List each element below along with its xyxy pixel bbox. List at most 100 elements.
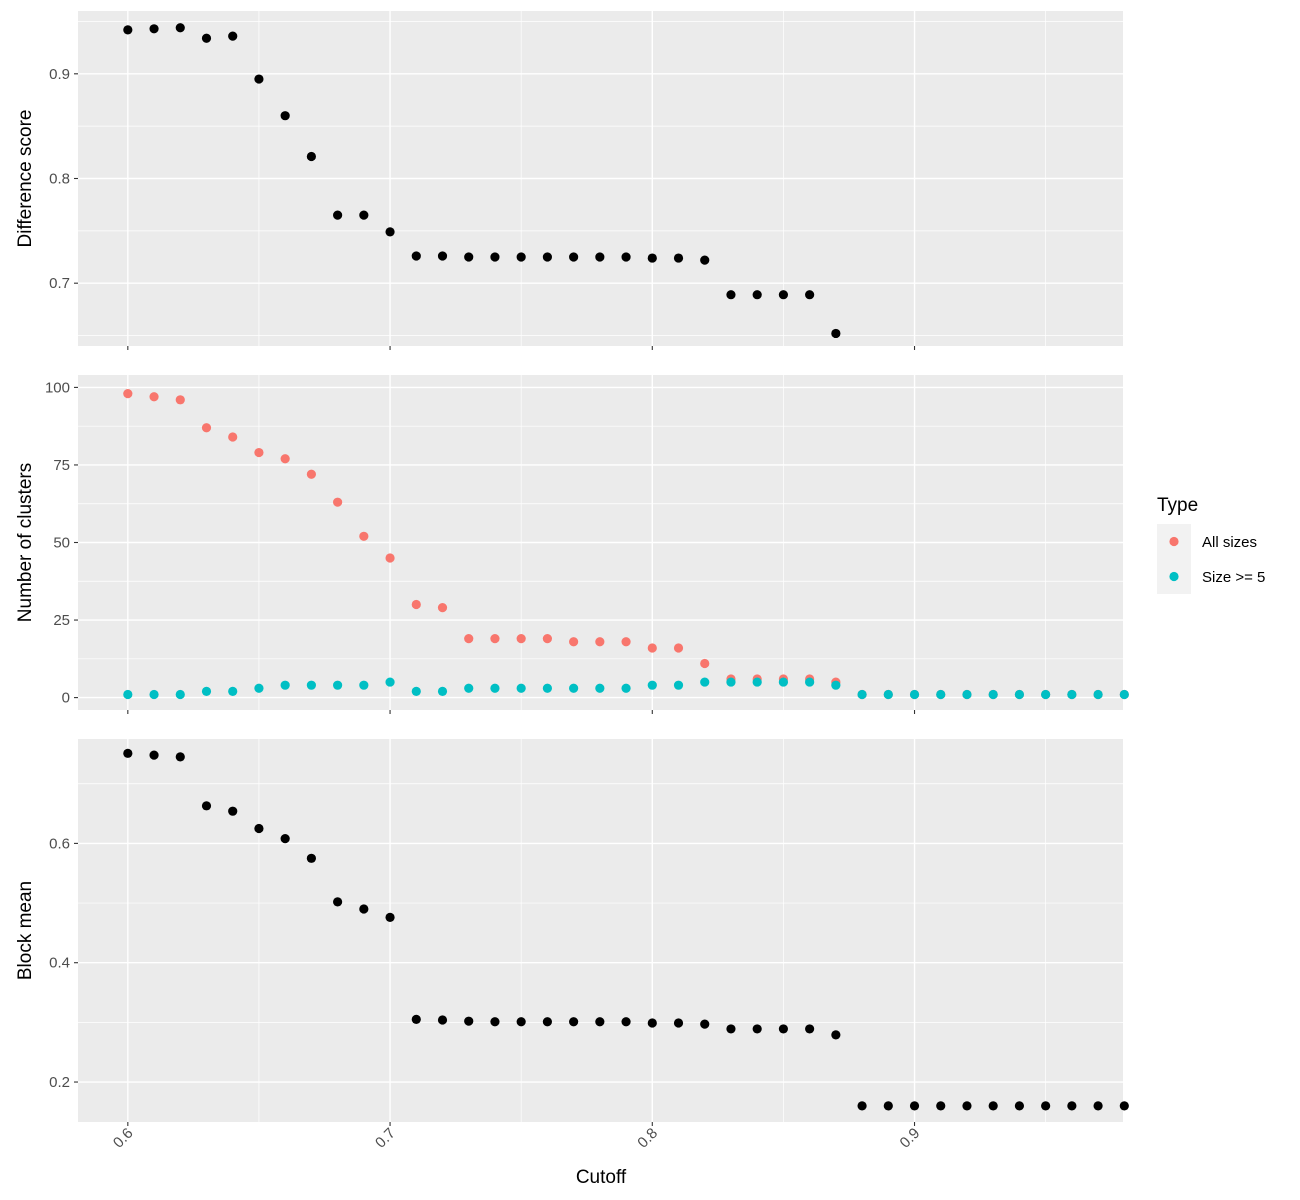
data-point (228, 432, 238, 442)
data-point (306, 680, 316, 690)
data-point (1067, 1101, 1077, 1111)
data-point (621, 252, 631, 262)
data-point (962, 689, 972, 700)
data-point (726, 677, 736, 687)
data-point (778, 677, 789, 687)
data-point (595, 1017, 605, 1027)
data-point (988, 689, 998, 700)
data-point (464, 1016, 474, 1026)
data-point (490, 252, 500, 262)
data-point (778, 290, 789, 300)
data-point (280, 680, 290, 690)
data-point (149, 689, 159, 700)
data-point (437, 603, 448, 613)
data-point (857, 689, 867, 700)
x-axis-title: Cutoff (576, 1167, 627, 1188)
y-axis-title: Block mean (15, 881, 36, 980)
data-point (359, 531, 369, 541)
data-point (516, 683, 526, 693)
data-point (673, 1018, 684, 1028)
y-tick-label: 0.9 (49, 66, 70, 83)
data-point (228, 31, 238, 41)
data-point (411, 251, 421, 261)
data-point (490, 634, 500, 644)
data-point (805, 1024, 815, 1034)
y-tick-label: 0.4 (49, 955, 70, 972)
data-point (700, 658, 710, 669)
data-point (385, 227, 395, 237)
data-point (175, 395, 185, 405)
data-point (464, 634, 474, 644)
y-tick-label: 0.7 (49, 275, 70, 292)
x-tick-label: 0.8 (634, 1125, 661, 1152)
data-point (359, 210, 369, 220)
data-point (647, 253, 657, 263)
data-point (700, 677, 710, 687)
data-point (359, 680, 369, 690)
data-point (385, 677, 395, 687)
data-point (1067, 689, 1077, 700)
data-point (936, 689, 946, 700)
y-tick-label: 0.2 (49, 1074, 70, 1091)
data-point (1041, 689, 1051, 700)
data-point (437, 686, 448, 696)
data-point (673, 643, 684, 653)
data-point (254, 823, 264, 834)
y-tick-label: 100 (45, 379, 70, 396)
y-tick-label: 0 (62, 690, 70, 707)
data-point (621, 683, 631, 693)
data-point (1119, 689, 1129, 700)
x-tick-labels: 0.6 0.7 0.8 0.9 (110, 1125, 923, 1152)
y-tick-label: 25 (53, 612, 70, 629)
data-point (201, 686, 212, 696)
data-point (359, 904, 369, 914)
data-point (516, 1017, 526, 1027)
data-point (411, 1014, 421, 1024)
legend-item: All sizes (1157, 524, 1257, 559)
data-point (254, 74, 264, 84)
data-point (647, 680, 657, 690)
data-point (1093, 689, 1103, 700)
data-point (883, 1101, 893, 1111)
data-point (1119, 1101, 1129, 1111)
data-point (647, 643, 657, 653)
panel-3: 0.2 0.4 0.6 Block mean (15, 739, 1129, 1126)
data-point (149, 392, 159, 402)
data-point (201, 33, 212, 43)
panel-2: 0 25 50 75 100 Number of clusters (15, 375, 1129, 714)
data-point (149, 750, 159, 760)
data-point (542, 683, 552, 693)
series-2 (123, 677, 1129, 700)
data-point (411, 599, 421, 610)
data-point (700, 1019, 710, 1029)
data-point (621, 637, 631, 647)
data-point (542, 252, 552, 262)
data-point (516, 634, 526, 644)
data-point (333, 210, 343, 220)
data-point (254, 683, 264, 693)
data-point (909, 1101, 920, 1111)
data-point (306, 469, 316, 479)
data-point (1014, 1101, 1025, 1111)
data-point (385, 553, 395, 563)
data-point (1093, 1101, 1103, 1111)
y-axis-title: Difference score (15, 110, 36, 248)
data-point (595, 683, 605, 693)
data-point (149, 24, 159, 34)
data-point (831, 328, 841, 339)
data-point (490, 683, 500, 693)
data-point (175, 23, 185, 33)
data-point (883, 689, 893, 700)
series-1 (123, 23, 841, 339)
data-point (123, 25, 133, 35)
data-point (385, 912, 395, 922)
data-point (673, 680, 684, 690)
legend-swatch (1169, 571, 1179, 582)
data-point (175, 752, 185, 762)
y-tick-label: 50 (53, 535, 70, 552)
data-point (778, 1024, 789, 1034)
data-point (228, 686, 238, 696)
data-point (123, 389, 133, 399)
data-point (464, 252, 474, 262)
